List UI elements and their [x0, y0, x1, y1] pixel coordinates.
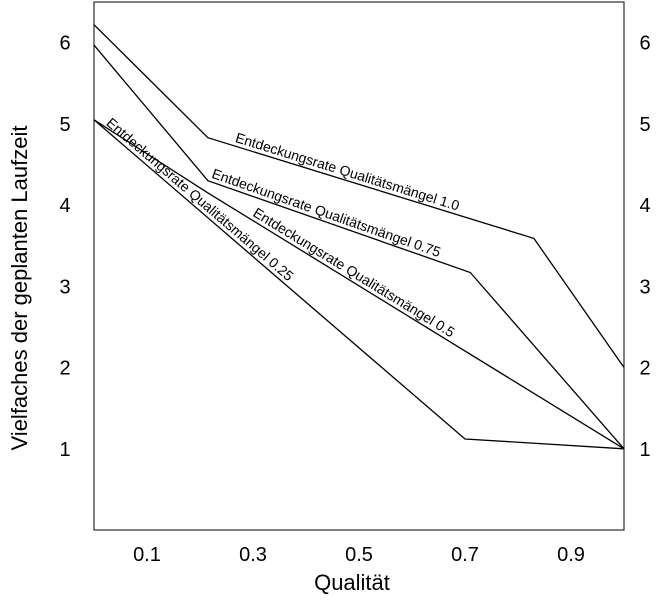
series-labels: Entdeckungsrate Qualitätsmängel 1.0Entde…: [103, 114, 461, 340]
y-tick-label-right: 6: [639, 33, 650, 55]
series-lines: [93, 24, 625, 450]
y-tick-label-left: 3: [59, 276, 70, 298]
y-tick-label-left: 2: [59, 358, 70, 380]
y-tick-label-right: 4: [639, 195, 650, 217]
series-line: [93, 44, 625, 450]
y-tick-label-right: 3: [639, 276, 650, 298]
x-axis-label: Qualität: [314, 570, 390, 595]
y-tick-label-left: 5: [59, 114, 70, 136]
series-label: Entdeckungsrate Qualitätsmängel 1.0: [234, 129, 462, 213]
x-tick-label: 0.7: [451, 544, 479, 566]
y-tick-label-right: 2: [639, 358, 650, 380]
x-tick-label: 0.1: [133, 544, 161, 566]
y-tick-label-left: 6: [59, 33, 70, 55]
y-axis-label: Vielfaches der geplanten Laufzeit: [7, 126, 32, 451]
series-line: [93, 119, 625, 450]
x-tick-label: 0.9: [557, 544, 585, 566]
y-tick-label-left: 1: [59, 439, 70, 461]
y-tick-label-right: 5: [639, 114, 650, 136]
y-tick-label-right: 1: [639, 439, 650, 461]
plot-frame: [93, 1, 625, 531]
x-tick-label: 0.3: [239, 544, 267, 566]
series-line: [93, 24, 625, 368]
y-tick-label-left: 4: [59, 195, 70, 217]
x-tick-label: 0.5: [345, 544, 373, 566]
axis-ticks: 0.1 0.3 0.5 0.7 0.9 1 2 3 4 5 6 1 2 3 4 5 6: [59, 33, 650, 566]
series-line: [93, 119, 625, 450]
